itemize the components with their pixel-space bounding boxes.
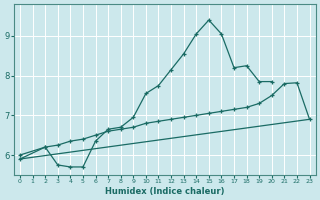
X-axis label: Humidex (Indice chaleur): Humidex (Indice chaleur) xyxy=(105,187,225,196)
